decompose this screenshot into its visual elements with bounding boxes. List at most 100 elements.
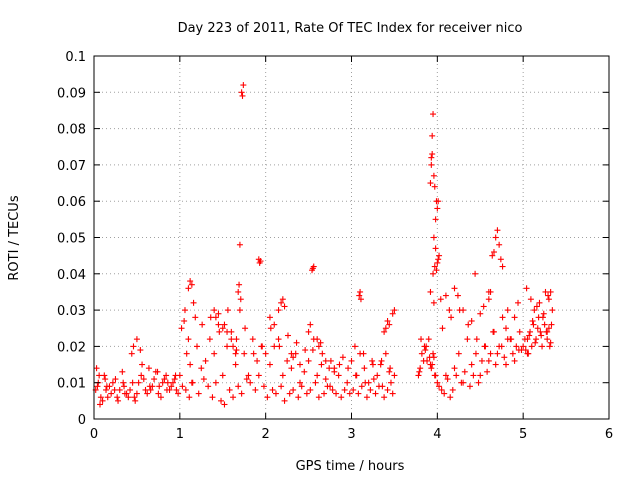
data-point: [286, 390, 293, 397]
data-point: [137, 347, 144, 354]
data-point: [112, 376, 119, 383]
data-point: [154, 368, 161, 375]
y-tick-label: 0.06: [57, 195, 86, 210]
data-point: [151, 376, 158, 383]
data-point: [434, 205, 441, 212]
data-point: [236, 281, 243, 288]
data-point: [545, 325, 552, 332]
data-point: [477, 310, 484, 317]
data-point: [321, 390, 328, 397]
data-point: [156, 383, 163, 390]
data-point: [211, 350, 218, 357]
data-point: [171, 376, 178, 383]
data-point: [166, 386, 173, 393]
data-point: [430, 234, 437, 241]
data-point: [369, 357, 376, 364]
data-point: [181, 317, 188, 324]
data-point: [102, 376, 109, 383]
data-point: [545, 292, 552, 299]
data-point: [453, 372, 460, 379]
data-point: [416, 368, 423, 375]
data-point: [363, 394, 370, 401]
data-point: [209, 394, 216, 401]
data-point: [237, 296, 244, 303]
data-point: [362, 379, 369, 386]
data-point: [431, 263, 438, 270]
data-point: [381, 394, 388, 401]
data-point: [324, 383, 331, 390]
data-point: [284, 332, 291, 339]
data-point: [96, 372, 103, 379]
data-point: [106, 383, 113, 390]
data-point: [202, 357, 209, 364]
data-point: [297, 379, 303, 386]
data-point: [389, 390, 396, 397]
data-point: [109, 379, 116, 386]
data-point: [297, 361, 303, 368]
data-point: [384, 317, 391, 324]
data-point: [147, 386, 154, 393]
data-point: [544, 328, 551, 335]
data-point: [529, 317, 536, 324]
data-point: [444, 376, 451, 383]
data-point: [496, 241, 503, 248]
data-point: [348, 357, 355, 364]
data-point: [542, 288, 549, 295]
data-point: [221, 401, 228, 408]
data-point: [254, 357, 261, 364]
data-point: [259, 343, 266, 350]
data-point: [487, 288, 494, 295]
data-point: [387, 365, 394, 372]
data-point: [442, 372, 449, 379]
data-point: [461, 368, 468, 375]
data-point: [252, 386, 259, 393]
data-point: [179, 383, 186, 390]
data-point: [511, 314, 518, 321]
data-point: [429, 361, 436, 368]
data-point: [503, 325, 509, 332]
data-point: [477, 372, 484, 379]
grid-lines: [94, 56, 609, 419]
data-point: [468, 361, 475, 368]
data-point: [541, 321, 548, 328]
data-point: [139, 361, 146, 368]
data-point: [549, 307, 556, 314]
data-point: [437, 296, 444, 303]
data-point: [357, 288, 364, 295]
data-point: [374, 372, 381, 379]
axis-ticks: [93, 55, 610, 420]
data-point: [346, 390, 353, 397]
data-point: [199, 321, 206, 328]
data-point: [357, 296, 364, 303]
data-point: [303, 390, 310, 397]
data-point: [520, 343, 527, 350]
data-point: [336, 361, 343, 368]
data-point: [103, 386, 110, 393]
data-point: [188, 379, 195, 386]
data-point: [428, 161, 435, 168]
data-point: [135, 379, 142, 386]
data-point: [125, 394, 132, 401]
data-point: [429, 132, 436, 139]
data-point: [526, 332, 533, 339]
data-point: [192, 314, 199, 321]
data-point: [168, 383, 175, 390]
data-point: [290, 354, 297, 361]
data-point: [381, 328, 388, 335]
data-point: [266, 361, 273, 368]
data-point: [472, 350, 479, 357]
data-point: [230, 343, 237, 350]
data-point: [245, 372, 252, 379]
data-point: [441, 390, 448, 397]
data-point: [384, 386, 391, 393]
data-point: [439, 325, 446, 332]
data-point: [224, 343, 231, 350]
data-point: [415, 372, 422, 379]
data-point: [460, 307, 467, 314]
data-point: [525, 350, 532, 357]
data-point: [389, 310, 396, 317]
data-point: [322, 376, 329, 383]
data-point: [101, 372, 108, 379]
data-point: [224, 328, 231, 335]
y-tick-label: 0.07: [57, 159, 86, 174]
